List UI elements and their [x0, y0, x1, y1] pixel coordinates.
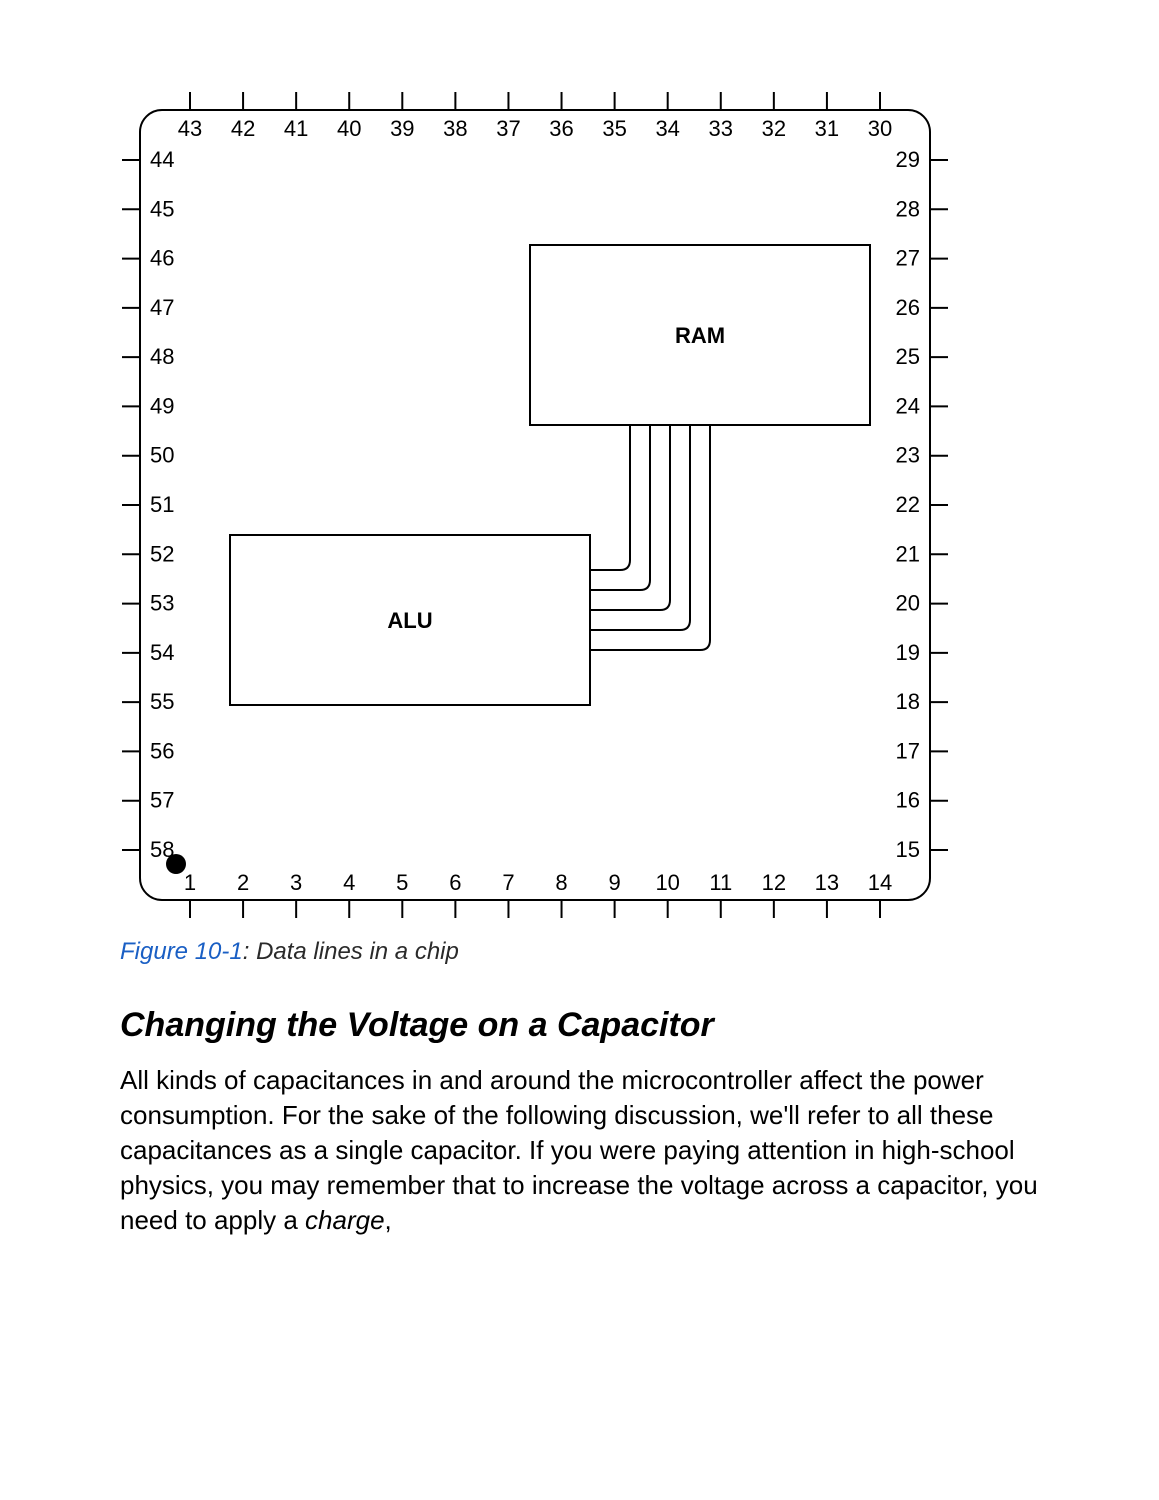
- svg-text:16: 16: [896, 788, 920, 813]
- svg-text:45: 45: [150, 196, 174, 221]
- svg-text:3: 3: [290, 870, 302, 895]
- para-pre: All kinds of capacitances in and around …: [120, 1065, 1038, 1235]
- svg-text:40: 40: [337, 116, 361, 141]
- chip-diagram: 4342414039383736353433323130123456789101…: [120, 90, 950, 920]
- figure-ref: Figure 10-1: [120, 938, 243, 965]
- svg-text:14: 14: [868, 870, 892, 895]
- svg-text:42: 42: [231, 116, 255, 141]
- svg-text:4: 4: [343, 870, 355, 895]
- section-heading: Changing the Voltage on a Capacitor: [120, 1006, 1039, 1045]
- svg-text:12: 12: [762, 870, 786, 895]
- svg-text:2: 2: [237, 870, 249, 895]
- page: 4342414039383736353433323130123456789101…: [0, 0, 1159, 1298]
- svg-text:33: 33: [709, 116, 733, 141]
- svg-text:53: 53: [150, 591, 174, 616]
- svg-text:49: 49: [150, 393, 174, 418]
- svg-text:9: 9: [608, 870, 620, 895]
- para-term: charge: [305, 1205, 385, 1235]
- svg-text:28: 28: [896, 196, 920, 221]
- svg-text:34: 34: [655, 116, 679, 141]
- svg-text:19: 19: [896, 640, 920, 665]
- svg-text:25: 25: [896, 344, 920, 369]
- svg-text:55: 55: [150, 689, 174, 714]
- svg-text:29: 29: [896, 147, 920, 172]
- svg-text:7: 7: [502, 870, 514, 895]
- figure: 4342414039383736353433323130123456789101…: [120, 90, 1039, 920]
- para-post: ,: [385, 1205, 392, 1235]
- svg-text:17: 17: [896, 738, 920, 763]
- figure-caption-text: : Data lines in a chip: [243, 938, 459, 965]
- svg-text:22: 22: [896, 492, 920, 517]
- svg-text:50: 50: [150, 443, 174, 468]
- svg-text:41: 41: [284, 116, 308, 141]
- svg-text:39: 39: [390, 116, 414, 141]
- svg-text:27: 27: [896, 246, 920, 271]
- svg-text:11: 11: [709, 870, 732, 895]
- svg-text:18: 18: [896, 689, 920, 714]
- svg-text:48: 48: [150, 344, 174, 369]
- svg-text:57: 57: [150, 788, 174, 813]
- svg-text:RAM: RAM: [675, 323, 725, 348]
- svg-text:23: 23: [896, 443, 920, 468]
- svg-text:36: 36: [549, 116, 573, 141]
- svg-text:38: 38: [443, 116, 467, 141]
- svg-text:6: 6: [449, 870, 461, 895]
- svg-text:43: 43: [178, 116, 202, 141]
- svg-text:51: 51: [150, 492, 174, 517]
- svg-text:54: 54: [150, 640, 174, 665]
- svg-text:13: 13: [815, 870, 839, 895]
- svg-text:15: 15: [896, 837, 920, 862]
- svg-text:10: 10: [655, 870, 679, 895]
- svg-text:21: 21: [896, 541, 920, 566]
- svg-text:44: 44: [150, 147, 174, 172]
- svg-text:56: 56: [150, 738, 174, 763]
- svg-text:31: 31: [815, 116, 839, 141]
- svg-text:46: 46: [150, 246, 174, 271]
- svg-text:37: 37: [496, 116, 520, 141]
- svg-text:5: 5: [396, 870, 408, 895]
- svg-text:47: 47: [150, 295, 174, 320]
- svg-text:35: 35: [602, 116, 626, 141]
- svg-text:1: 1: [184, 870, 196, 895]
- svg-text:30: 30: [868, 116, 892, 141]
- svg-text:52: 52: [150, 541, 174, 566]
- svg-text:ALU: ALU: [387, 608, 432, 633]
- svg-text:24: 24: [896, 393, 920, 418]
- figure-caption: Figure 10-1: Data lines in a chip: [120, 938, 1039, 966]
- svg-text:26: 26: [896, 295, 920, 320]
- svg-text:20: 20: [896, 591, 920, 616]
- svg-text:32: 32: [762, 116, 786, 141]
- svg-text:8: 8: [555, 870, 567, 895]
- body-paragraph: All kinds of capacitances in and around …: [120, 1063, 1039, 1238]
